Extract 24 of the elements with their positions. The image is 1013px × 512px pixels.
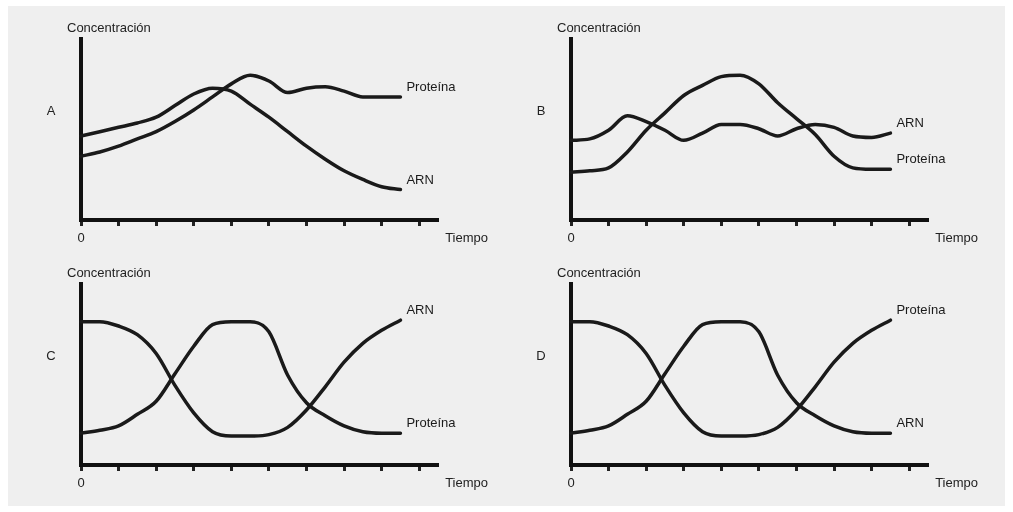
y-axis-title: Concentración: [557, 265, 641, 281]
series-label: Proteína: [406, 415, 457, 431]
series-label: Proteína: [896, 302, 947, 318]
y-axis-title: Concentración: [557, 20, 641, 36]
text: 0: [567, 229, 575, 245]
y-axis-title: Concentración: [67, 265, 151, 281]
x-axis-title: Tiempo: [445, 475, 488, 491]
series-label: ARN: [406, 171, 434, 187]
series-label: Proteína: [406, 79, 457, 94]
y-axis-title: Concentración: [67, 20, 151, 36]
series-label: ARN: [896, 415, 924, 431]
text: D: [536, 347, 546, 363]
x-axis-title: Tiempo: [445, 230, 488, 246]
series-label: ARN: [896, 115, 924, 131]
series-label: ARN: [406, 302, 434, 318]
text: 0: [77, 474, 85, 490]
text: 0: [77, 229, 85, 245]
series-label: Proteína: [896, 151, 947, 167]
text: A: [46, 102, 56, 118]
x-axis-title: Tiempo: [935, 230, 978, 246]
text: B: [536, 102, 546, 118]
text: 0: [567, 474, 575, 490]
x-axis-title: Tiempo: [935, 475, 978, 491]
text: C: [46, 347, 56, 363]
